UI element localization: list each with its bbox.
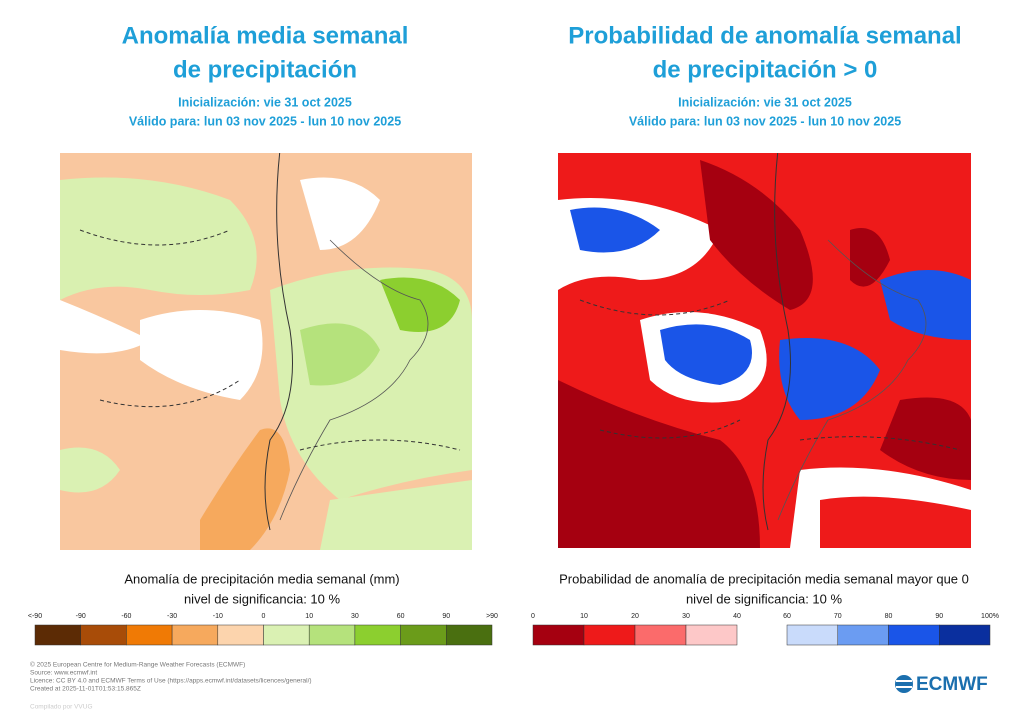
caption: Probabilidad de anomalía de precipitació… <box>559 571 969 586</box>
caption: Anomalía de precipitación media semanal … <box>124 571 399 586</box>
colorbar-label: 10 <box>580 613 588 620</box>
colorbar-swatch <box>837 624 889 646</box>
colorbar-label: >90 <box>486 613 498 620</box>
colorbar-label: 100% <box>981 613 999 620</box>
anomaly-map <box>60 153 472 550</box>
colorbar-swatch <box>400 624 447 646</box>
colorbar-label: -60 <box>121 613 131 620</box>
colorbar-swatch <box>34 624 81 646</box>
colorbar-swatch <box>263 624 310 646</box>
colorbar-swatch <box>939 624 991 646</box>
colorbar-swatch <box>80 624 127 646</box>
colorbar-label: 30 <box>351 613 359 620</box>
colorbar-swatch <box>583 624 636 646</box>
colorbar-label: -30 <box>167 613 177 620</box>
valid-period: Válido para: lun 03 nov 2025 - lun 10 no… <box>629 114 901 128</box>
valid-period: Válido para: lun 03 nov 2025 - lun 10 no… <box>129 114 401 128</box>
colorbar-label: 30 <box>682 613 690 620</box>
title-line: de precipitación <box>173 56 357 83</box>
title-line: de precipitación > 0 <box>653 56 878 83</box>
colorbar-swatch <box>126 624 173 646</box>
logo-text: ECMWF <box>916 674 988 695</box>
colorbar-swatch <box>685 624 738 646</box>
initialization: Inicialización: vie 31 oct 2025 <box>178 95 352 109</box>
colorbar-label: 90 <box>935 613 943 620</box>
colorbar-label: 80 <box>885 613 893 620</box>
colorbar-label: 90 <box>442 613 450 620</box>
ecmwf-logo: ECMWF <box>895 674 988 695</box>
colorbar-label: <-90 <box>28 613 42 620</box>
colorbar-swatch <box>634 624 687 646</box>
credit: Licence: CC BY 4.0 and ECMWF Terms of Us… <box>30 678 312 685</box>
colorbar-swatch <box>171 624 219 646</box>
colorbar-label: 0 <box>262 613 266 620</box>
significance: nivel de significancia: 10 % <box>686 591 843 606</box>
colorbar-swatch <box>888 624 940 646</box>
colorbar-label: -90 <box>76 613 86 620</box>
credit: Created at 2025-11-01T01:53:15.865Z <box>30 686 141 693</box>
colorbar-swatch <box>446 624 493 646</box>
colorbar-label: 10 <box>305 613 313 620</box>
colorbar-label: 60 <box>397 613 405 620</box>
colorbar-label: 60 <box>783 613 791 620</box>
significance: nivel de significancia: 10 % <box>184 591 341 606</box>
colorbar-label: 70 <box>834 613 842 620</box>
colorbar-swatch <box>308 624 356 646</box>
credit: Source: www.ecmwf.int <box>30 670 97 677</box>
probability-map <box>558 153 971 548</box>
colorbar-swatch <box>532 624 585 646</box>
compiled-by: Compilado por VVUG <box>30 704 93 711</box>
colorbar-label: 40 <box>733 613 741 620</box>
credit: © 2025 European Centre for Medium-Range … <box>30 661 245 669</box>
colorbar-swatch <box>786 624 838 646</box>
title-line: Anomalía media semanal <box>122 22 409 49</box>
colorbar-label: -10 <box>213 613 223 620</box>
colorbar-swatch <box>217 624 264 646</box>
colorbar-label: 20 <box>631 613 639 620</box>
colorbar-swatch <box>354 624 401 646</box>
colorbar-label: 0 <box>531 613 535 620</box>
title-line: Probabilidad de anomalía semanal <box>568 22 961 49</box>
initialization: Inicialización: vie 31 oct 2025 <box>678 95 852 109</box>
